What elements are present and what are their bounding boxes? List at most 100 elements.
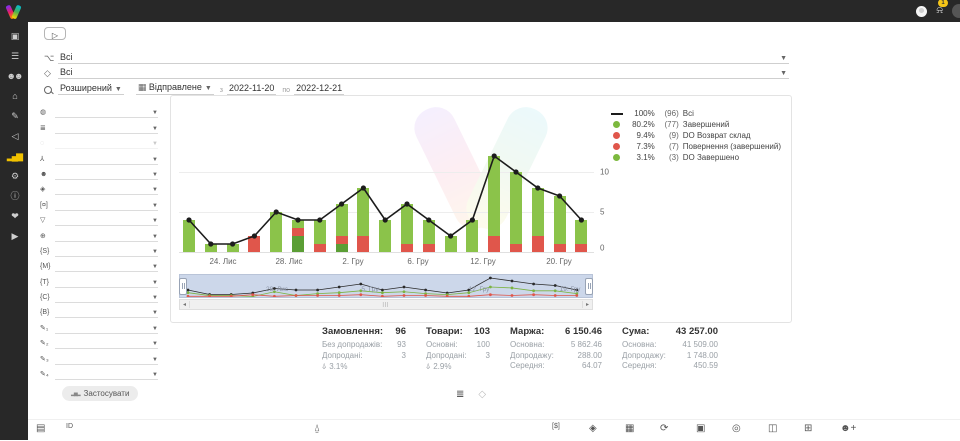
filter-select[interactable]: ▼ — [55, 291, 158, 304]
filter-row-funnel[interactable]: ▽ ▼ — [40, 211, 158, 227]
filter-row-manager[interactable]: ☻ ▼ — [40, 165, 158, 180]
chart-scrollbar[interactable]: ◂ ||| ▸ — [179, 299, 593, 310]
basket-icon[interactable]: ⍙ — [314, 423, 320, 434]
calendar-icon[interactable]: ▦ — [625, 423, 635, 434]
filter-row-custom-field-2[interactable]: ✎₂ ▼ — [40, 334, 158, 350]
scroll-left-icon[interactable]: ◂ — [180, 301, 190, 308]
package-box-icon[interactable]: ◫ — [768, 423, 778, 434]
filter-select[interactable]: ▼ — [55, 106, 158, 119]
stacked-bar — [553, 196, 566, 252]
product-view-icon[interactable]: ◇ — [478, 389, 487, 400]
filter-select[interactable]: ▼ — [55, 137, 158, 150]
target-icon[interactable]: ◎ — [732, 423, 741, 434]
product-filter-row[interactable]: ◇ Всі ▼ — [44, 64, 789, 79]
filter-select[interactable]: ▼ — [55, 306, 158, 319]
chart-navigator[interactable]: 28. Лис 5. Гру 12. Гру 19. Гру — [179, 274, 593, 298]
stacked-bar — [248, 236, 261, 252]
apply-button[interactable]: ▂▅▂ Застосувати — [62, 386, 139, 401]
chevron-down-icon: ▼ — [152, 171, 158, 178]
table-view-icon[interactable]: ▤ — [36, 423, 46, 434]
sidebar-orders-list-icon[interactable]: ☰ — [10, 51, 19, 61]
sidebar-signature-icon[interactable]: ✎ — [11, 111, 19, 121]
legend-percent: 80.2% — [632, 120, 655, 129]
filter-row-custom-field-4[interactable]: ✎₄ ▼ — [40, 365, 158, 381]
list-view-icon[interactable]: ≣ — [456, 389, 465, 400]
filter-select[interactable]: ▼ — [55, 276, 158, 288]
filter-select[interactable]: ▼ — [55, 183, 158, 196]
filter-row-bracket-t[interactable]: {T} ▼ — [40, 272, 158, 288]
filter-select[interactable]: ▼ — [55, 168, 158, 180]
date-type-select[interactable]: ▦ Відправлене ▼ — [135, 82, 214, 95]
filter-row-bracket-s[interactable]: {S} ▼ — [40, 242, 158, 257]
filter-row-globe[interactable]: ◍ ▼ — [40, 103, 158, 119]
scroll-right-icon[interactable]: ▸ — [582, 301, 592, 308]
filter-select[interactable]: ▼ — [55, 214, 158, 227]
filter-row-web-globe[interactable]: ⊕ ▼ — [40, 226, 158, 242]
sidebar-settings-icon[interactable]: ⚙ — [10, 171, 19, 181]
demo-video-button[interactable]: ▷ — [44, 27, 66, 40]
sidebar-partners-icon[interactable]: ❤ — [11, 211, 19, 221]
sidebar-announce-icon[interactable]: ◁ — [11, 131, 19, 141]
navigator-right-handle[interactable] — [585, 278, 593, 295]
filter-row-payment[interactable]: [¤] ▼ — [40, 195, 158, 211]
search-icon[interactable] — [44, 86, 53, 95]
filter-row-custom-field-1[interactable]: ✎₁ ▼ — [40, 318, 158, 334]
filter-row-package[interactable]: ◈ ▼ — [40, 180, 158, 196]
calendar-icon: ▦ — [137, 82, 147, 92]
filter-select[interactable]: ▼ — [55, 322, 158, 334]
stat-row-value: 93 — [397, 340, 406, 349]
date-to-input[interactable]: 2022-12-21 — [294, 83, 345, 95]
sidebar-info-icon[interactable]: ⓘ — [10, 191, 19, 201]
sidebar-cards-icon[interactable]: ▣ — [10, 31, 20, 41]
stat-row-label: Допродані: — [426, 350, 467, 360]
filter-select[interactable]: ▼ — [55, 368, 158, 381]
filter-row-status-stack[interactable]: ≣ ▼ — [40, 118, 158, 134]
filter-select[interactable]: ▼ — [55, 230, 158, 242]
filter-select[interactable]: ▼ — [55, 260, 158, 273]
filter-select[interactable]: ▼ — [55, 337, 158, 350]
legend-item[interactable]: 100% (96) Всі — [609, 108, 781, 119]
source-filter-row[interactable]: ⌥ Всі ▼ — [44, 49, 789, 64]
money-icon[interactable]: [$] — [552, 423, 560, 430]
filter-row-sitemap[interactable]: ⅄ ▼ — [40, 149, 158, 165]
sidebar-warehouse-icon[interactable]: ⌂ — [12, 91, 17, 101]
sidebar-tutorials-icon[interactable]: ▶ — [11, 231, 19, 241]
stat-row-value: 3 — [401, 350, 406, 360]
filter-row-help-circle[interactable]: ◌ ▼ — [40, 134, 158, 150]
navigator-left-handle[interactable] — [179, 278, 187, 295]
filter-row-bracket-cb[interactable]: {B} ▼ — [40, 303, 158, 319]
filter-select[interactable]: ▼ — [55, 153, 158, 165]
legend-item[interactable]: 7.3% (7) Повернення (завершений) — [609, 141, 781, 152]
legend-item[interactable]: 9.4% (9) DO Возврат склад — [609, 130, 781, 141]
filter-row-bracket-ct[interactable]: {C} ▼ — [40, 288, 158, 304]
search-mode-select[interactable]: Розширений ▼ — [58, 83, 124, 95]
source-filter-select[interactable]: Всі ▼ — [58, 52, 789, 64]
legend-item[interactable]: 80.2% (77) Завершений — [609, 119, 781, 130]
payment-icon: [¤] — [40, 201, 48, 209]
legend-item[interactable]: 3.1% (3) DO Завершено — [609, 152, 781, 163]
filter-select[interactable]: ▼ — [55, 245, 158, 257]
filter-select[interactable]: ▼ — [55, 353, 158, 365]
profile-circle-icon[interactable] — [952, 4, 960, 18]
filter-row-bracket-m[interactable]: {M} ▼ — [40, 257, 158, 273]
gem-icon[interactable]: ◈ — [589, 423, 597, 434]
bell-icon[interactable]: ⍾ 1 — [936, 0, 948, 22]
sidebar-clients-icon[interactable]: ☻☻ — [6, 71, 24, 81]
calendar-event-icon[interactable]: ▣ — [696, 423, 706, 434]
bar-seg-return — [422, 244, 435, 252]
scroll-grip[interactable]: ||| — [382, 301, 390, 308]
history-icon[interactable]: ⟳ — [660, 423, 669, 434]
product-filter-select[interactable]: Всі ▼ — [58, 67, 789, 79]
filter-select[interactable]: ▼ — [55, 122, 158, 134]
board-icon[interactable]: ⊞ — [804, 423, 813, 434]
add-user-icon[interactable]: ☻+ — [840, 423, 857, 434]
date-from-input[interactable]: 2022-11-20 — [227, 83, 277, 95]
chart-card: 24. Лис 28. Лис 2. Гру 6. Гру 12. Гру 20. Гру… — [170, 95, 792, 323]
id-columns-icon[interactable]: ID — [66, 423, 73, 430]
sidebar-analytics-icon[interactable]: ▂▄▆ — [6, 151, 23, 161]
filter-row-custom-field-3[interactable]: ✎₃ ▼ — [40, 349, 158, 365]
legend-dot-swatch — [609, 132, 625, 139]
stat-row-label: Основна: — [510, 340, 545, 349]
user-avatar-icon[interactable] — [916, 5, 928, 17]
filter-select[interactable]: ▼ — [55, 199, 158, 211]
